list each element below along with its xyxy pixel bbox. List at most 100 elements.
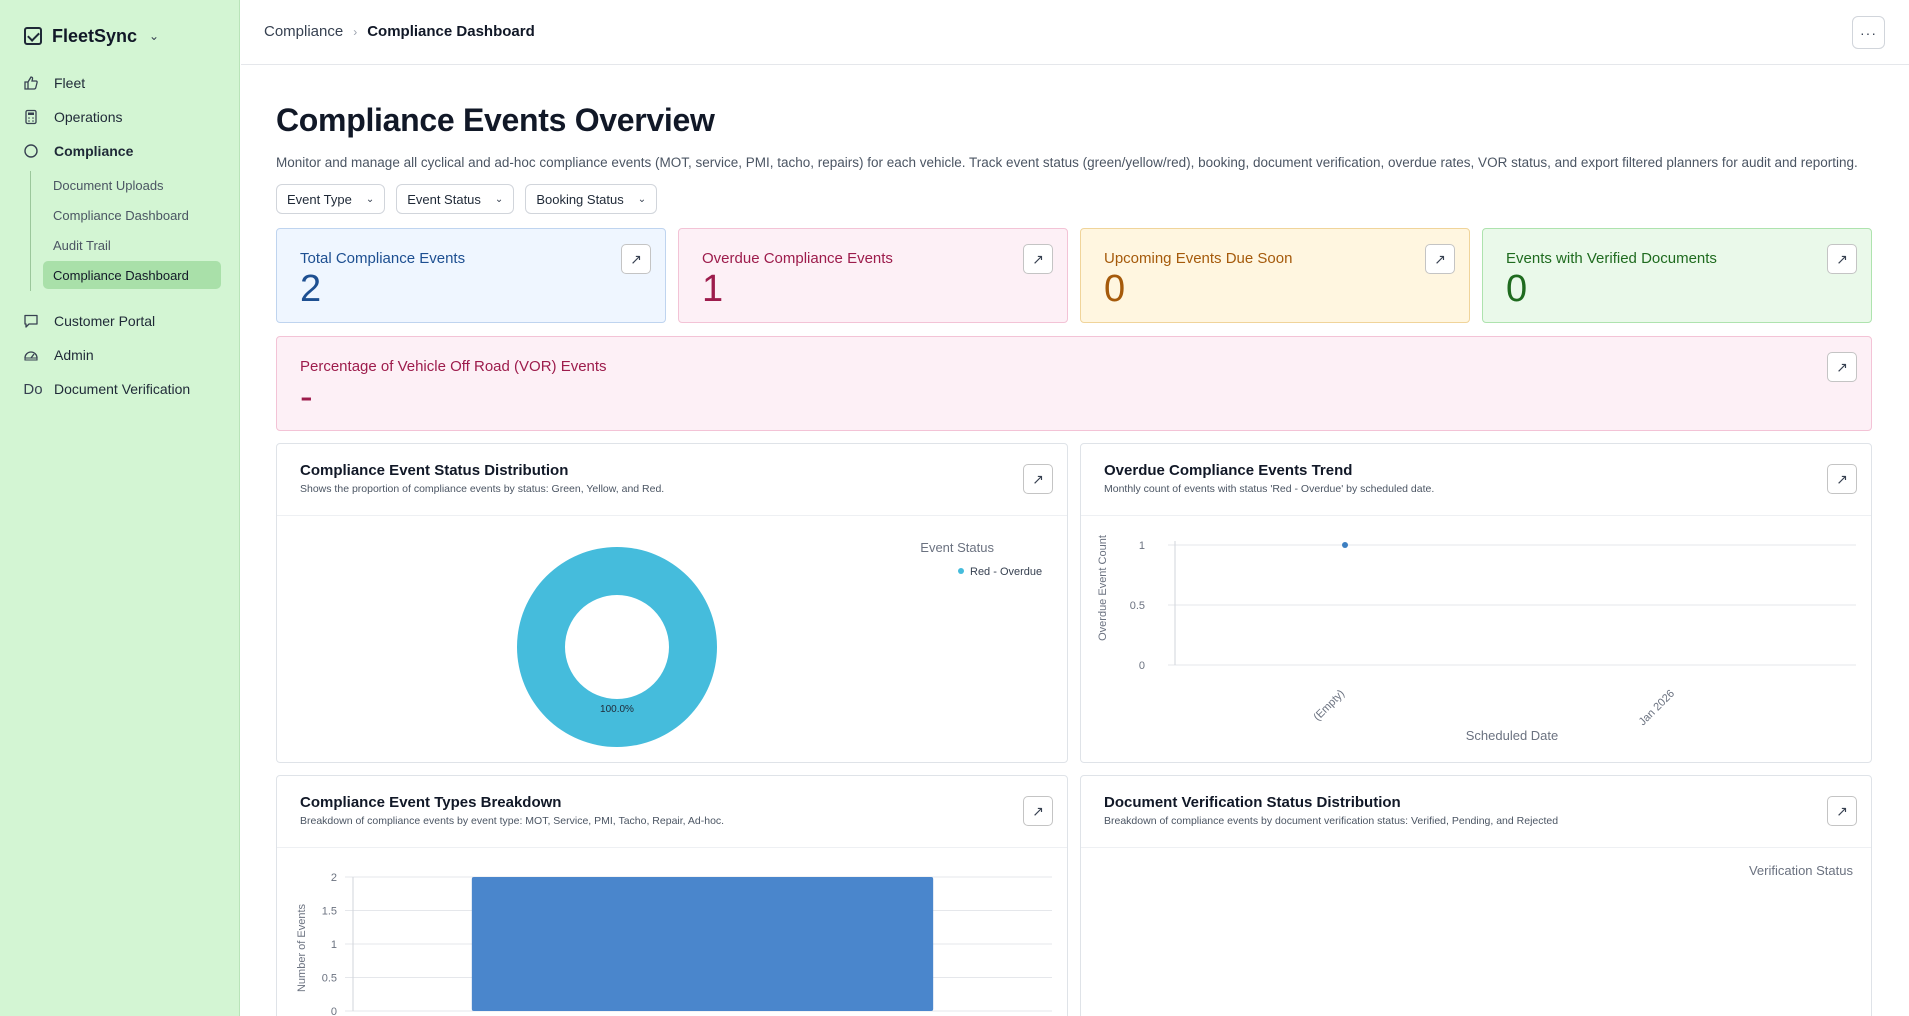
event-types-chart: 0 0.5 1 1.5 2 Number of Events bbox=[296, 872, 1052, 1016]
kpi-overdue-events: Overdue Compliance Events 1 ↗ bbox=[678, 228, 1068, 323]
expand-arrow-icon[interactable]: ↗ bbox=[1425, 244, 1455, 274]
chevron-down-icon: ⌄ bbox=[637, 193, 647, 205]
chevron-down-icon: ⌄ bbox=[494, 193, 504, 205]
card-divider bbox=[277, 515, 1067, 516]
more-options-button[interactable]: ··· bbox=[1852, 16, 1885, 49]
x-tick-label: (Empty) bbox=[1311, 688, 1347, 724]
sidebar-subitem-label: Compliance Dashboard bbox=[53, 207, 189, 223]
card-title: Compliance Event Types Breakdown bbox=[300, 794, 562, 811]
card-title: Overdue Compliance Events Trend bbox=[1104, 462, 1353, 479]
x-tick-label: Jan 2026 bbox=[1637, 688, 1677, 728]
sidebar-subitem-label: Audit Trail bbox=[53, 237, 111, 253]
chevron-right-icon: › bbox=[353, 24, 358, 39]
card-subtitle: Breakdown of compliance events by docume… bbox=[1104, 815, 1559, 827]
calculator-icon bbox=[22, 108, 40, 126]
legend-title: Verification Status bbox=[1749, 863, 1854, 878]
sidebar-item-compliance[interactable]: Compliance bbox=[16, 136, 226, 166]
kpi-value: 2 bbox=[300, 268, 322, 310]
chevron-down-icon: ⌄ bbox=[149, 29, 160, 43]
legend-swatch bbox=[958, 568, 964, 574]
sidebar-item-operations[interactable]: Operations bbox=[16, 102, 226, 132]
kpi-value: 0 bbox=[1506, 268, 1528, 310]
message-square-icon bbox=[22, 312, 40, 330]
slice-label: 100.0% bbox=[600, 704, 634, 715]
expand-arrow-icon[interactable]: ↗ bbox=[1023, 244, 1053, 274]
sidebar-subitem-label: Document Uploads bbox=[53, 177, 164, 193]
page-description: Monitor and manage all cyclical and ad-h… bbox=[276, 155, 1858, 170]
page-title: Compliance Events Overview bbox=[276, 102, 715, 138]
top-bar: Compliance › Compliance Dashboard ··· bbox=[241, 0, 1909, 65]
sidebar-item-label: Operations bbox=[54, 109, 123, 125]
y-tick-label: 0 bbox=[331, 1006, 337, 1016]
card-subtitle: Breakdown of compliance events by event … bbox=[300, 815, 725, 827]
expand-arrow-icon[interactable]: ↗ bbox=[1023, 464, 1053, 494]
breadcrumb-parent[interactable]: Compliance bbox=[264, 23, 344, 40]
card-status-distribution: Compliance Event Status Distribution Sho… bbox=[276, 443, 1068, 763]
kpi-title: Upcoming Events Due Soon bbox=[1104, 250, 1293, 267]
status-distribution-chart: 100.0% Event Status Red - Overdue bbox=[517, 540, 1042, 747]
overdue-trend-chart: 0 0.5 1 (Empty) Jan 2026 Overdue Event Coun… bbox=[1097, 535, 1856, 743]
expand-arrow-icon[interactable]: ↗ bbox=[1827, 796, 1857, 826]
expand-arrow-icon[interactable]: ↗ bbox=[1023, 796, 1053, 826]
sidebar-item-document-verification[interactable]: Do Document Verification bbox=[16, 374, 226, 404]
card-subtitle: Monthly count of events with status 'Red… bbox=[1104, 483, 1435, 495]
card-subtitle: Shows the proportion of compliance event… bbox=[300, 483, 665, 495]
sidebar-item-label: Fleet bbox=[54, 75, 86, 91]
document-verification-chart: Verification Status bbox=[1749, 863, 1854, 878]
sidebar-item-label: Compliance bbox=[54, 143, 134, 159]
card-divider bbox=[1081, 515, 1871, 516]
sidebar-subitem-compliance-dashboard[interactable]: Compliance Dashboard bbox=[43, 201, 221, 229]
app-switcher[interactable]: FleetSync ⌄ bbox=[24, 24, 159, 48]
sidebar-item-label: Customer Portal bbox=[54, 313, 156, 329]
kpi-value: - bbox=[300, 376, 313, 418]
card-title: Compliance Event Status Distribution bbox=[300, 462, 569, 479]
gauge-icon bbox=[22, 346, 40, 364]
sidebar-subitem-label: Compliance Dashboard bbox=[53, 267, 189, 283]
expand-arrow-icon[interactable]: ↗ bbox=[1827, 464, 1857, 494]
sidebar-subitem-document-uploads[interactable]: Document Uploads bbox=[43, 171, 221, 199]
breadcrumb-current: Compliance Dashboard bbox=[367, 23, 535, 40]
filter-booking-status[interactable]: Booking Status ⌄ bbox=[525, 184, 658, 214]
expand-arrow-icon[interactable]: ↗ bbox=[621, 244, 651, 274]
donut-slice[interactable] bbox=[517, 547, 717, 747]
kpi-upcoming-events: Upcoming Events Due Soon 0 ↗ bbox=[1080, 228, 1470, 323]
y-tick-label: 1 bbox=[1139, 540, 1145, 552]
kpi-title: Overdue Compliance Events bbox=[702, 250, 893, 267]
card-divider bbox=[277, 847, 1067, 848]
filter-bar: Event Type ⌄ Event Status ⌄ Booking Status… bbox=[276, 184, 658, 214]
data-point[interactable] bbox=[1342, 542, 1348, 548]
sidebar-subitem-compliance-dashboard-active[interactable]: Compliance Dashboard bbox=[43, 261, 221, 289]
card-event-types: Compliance Event Types Breakdown Breakdo… bbox=[276, 775, 1068, 1016]
sidebar-item-label: Admin bbox=[54, 347, 94, 363]
filter-event-type[interactable]: Event Type ⌄ bbox=[276, 184, 386, 214]
filter-event-status[interactable]: Event Status ⌄ bbox=[396, 184, 515, 214]
kpi-vor-percentage: Percentage of Vehicle Off Road (VOR) Eve… bbox=[276, 336, 1872, 431]
app-name: FleetSync bbox=[52, 25, 138, 46]
chevron-down-icon: ⌄ bbox=[365, 193, 375, 205]
filter-label: Booking Status bbox=[536, 191, 624, 207]
sidebar-item-fleet[interactable]: Fleet bbox=[16, 68, 226, 98]
sidebar-item-customer-portal[interactable]: Customer Portal bbox=[16, 306, 226, 336]
y-tick-label: 0 bbox=[1139, 660, 1145, 672]
y-tick-label: 2 bbox=[331, 872, 337, 884]
sidebar-item-label: Document Verification bbox=[54, 381, 191, 397]
kpi-value: 0 bbox=[1104, 268, 1126, 310]
expand-arrow-icon[interactable]: ↗ bbox=[1827, 244, 1857, 274]
legend-item[interactable]: Red - Overdue bbox=[970, 566, 1042, 578]
sidebar-subitem-audit-trail[interactable]: Audit Trail bbox=[43, 231, 221, 259]
sidebar: FleetSync ⌄ Fleet Operations Compliance … bbox=[0, 0, 240, 1016]
document-verification-icon: Do bbox=[23, 380, 43, 398]
expand-arrow-icon[interactable]: ↗ bbox=[1827, 352, 1857, 382]
y-tick-label: 1 bbox=[331, 939, 337, 951]
submenu-line bbox=[30, 171, 31, 291]
bar[interactable] bbox=[471, 877, 934, 1011]
card-title: Document Verification Status Distributio… bbox=[1104, 794, 1401, 811]
card-overdue-trend: Overdue Compliance Events Trend Monthly … bbox=[1080, 443, 1872, 763]
y-axis-label: Number of Events bbox=[296, 903, 308, 992]
legend-title: Event Status bbox=[920, 540, 994, 555]
checkbox-logo-icon bbox=[24, 27, 42, 45]
sidebar-item-admin[interactable]: Admin bbox=[16, 340, 226, 370]
filter-label: Event Status bbox=[407, 191, 481, 207]
kpi-title: Percentage of Vehicle Off Road (VOR) Eve… bbox=[300, 358, 607, 375]
filter-label: Event Type bbox=[287, 191, 352, 207]
